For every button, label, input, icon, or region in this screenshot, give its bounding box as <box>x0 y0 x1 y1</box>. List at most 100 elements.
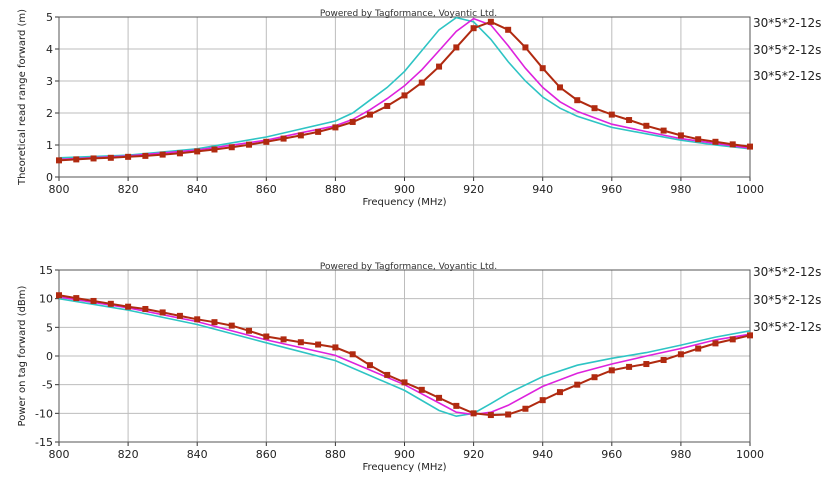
data-point <box>315 128 322 135</box>
data-point <box>712 340 719 347</box>
data-point <box>125 153 132 160</box>
data-point <box>246 141 253 148</box>
y-axis-label: Power on tag forward (dBm) <box>17 285 28 426</box>
data-point <box>695 345 702 352</box>
data-point <box>401 379 408 386</box>
data-point <box>332 124 339 131</box>
data-point <box>73 295 80 302</box>
y-tick-label: -5 <box>42 379 53 392</box>
data-point <box>522 44 529 51</box>
data-point <box>401 92 408 99</box>
data-point <box>107 154 114 161</box>
data-point <box>297 132 304 139</box>
data-point <box>349 118 356 125</box>
data-point <box>418 79 425 86</box>
x-tick-label: 920 <box>463 183 484 196</box>
x-tick-label: 820 <box>118 183 139 196</box>
data-point <box>574 381 581 388</box>
data-point <box>159 151 166 158</box>
y-tick-label: -10 <box>35 407 53 420</box>
data-point <box>332 344 339 351</box>
data-point <box>280 135 287 142</box>
chart-panel-1: 800 820 840 860 880 900 920 940 960 980 1000 0 1 2 3 4 5… <box>17 9 821 208</box>
data-point <box>297 339 304 346</box>
plot-frame <box>58 269 751 443</box>
data-point <box>747 143 753 150</box>
x-tick-label: 800 <box>49 183 70 196</box>
data-point <box>505 411 512 418</box>
data-point <box>280 336 287 343</box>
data-point <box>626 363 633 370</box>
data-point <box>556 84 563 91</box>
x-tick-label: 960 <box>601 183 622 196</box>
x-tick-label: 980 <box>670 183 691 196</box>
y-tick-label: 0 <box>46 350 53 363</box>
x-tick-label: 800 <box>49 448 70 461</box>
data-point <box>712 138 719 145</box>
data-point <box>574 97 581 104</box>
data-point <box>246 327 253 334</box>
x-tick-label: 980 <box>670 448 691 461</box>
data-point <box>660 357 667 364</box>
plot-frame <box>58 16 751 178</box>
legend-entry: 30*5*2-12s <box>753 320 821 334</box>
data-point <box>228 144 235 151</box>
y-tick-label: 15 <box>39 264 53 277</box>
data-point <box>176 150 183 157</box>
series-line-1 <box>59 16 750 159</box>
y-tick-label: 3 <box>46 75 53 88</box>
y-tick-label: 1 <box>46 139 53 152</box>
chart-panel-2: 800 820 840 860 880 900 920 940 960 980 1000 -15 -10… <box>17 262 821 473</box>
data-point <box>522 405 529 412</box>
x-tick-label: 860 <box>256 448 277 461</box>
data-point <box>695 136 702 143</box>
chart-credit: Powered by Tagformance, Voyantic Ltd. <box>320 9 497 19</box>
x-tick-label: 860 <box>256 183 277 196</box>
data-point <box>73 156 80 163</box>
data-point <box>211 319 218 326</box>
series-line-1 <box>59 297 750 418</box>
x-tick-label: 960 <box>601 448 622 461</box>
y-tick-label: 10 <box>39 293 53 306</box>
data-point <box>349 351 356 358</box>
data-point <box>56 292 62 299</box>
x-axis-label: Frequency (MHz) <box>362 197 446 208</box>
data-point <box>436 63 443 70</box>
data-point <box>487 412 494 419</box>
data-point <box>453 44 460 51</box>
data-point <box>591 105 598 112</box>
x-tick-label: 840 <box>187 183 208 196</box>
x-tick-label: 1000 <box>736 183 764 196</box>
data-point <box>56 157 62 164</box>
data-point <box>643 361 650 368</box>
x-tick-label: 940 <box>532 183 553 196</box>
data-point <box>487 18 494 25</box>
data-point <box>366 111 373 118</box>
data-point <box>107 300 114 307</box>
data-point <box>418 386 425 393</box>
data-point <box>539 65 546 72</box>
data-point <box>384 371 391 378</box>
data-point <box>366 362 373 369</box>
data-point <box>591 374 598 381</box>
data-point <box>315 341 322 348</box>
chart-credit: Powered by Tagformance, Voyantic Ltd. <box>320 262 497 272</box>
data-point <box>142 305 149 312</box>
data-point <box>626 117 633 124</box>
data-point <box>608 111 615 118</box>
y-tick-label: 5 <box>46 11 53 24</box>
data-point <box>729 336 736 343</box>
y-tick-label: 4 <box>46 43 53 56</box>
legend-entry: 30*5*2-12s <box>753 16 821 30</box>
data-point <box>436 394 443 401</box>
x-tick-label: 900 <box>394 448 415 461</box>
x-tick-label: 920 <box>463 448 484 461</box>
data-point <box>505 26 512 33</box>
y-tick-label: 5 <box>46 321 53 334</box>
data-point <box>608 367 615 374</box>
x-axis-label: Frequency (MHz) <box>362 462 446 473</box>
data-point <box>263 138 270 145</box>
data-point <box>142 152 149 159</box>
data-point <box>263 333 270 340</box>
